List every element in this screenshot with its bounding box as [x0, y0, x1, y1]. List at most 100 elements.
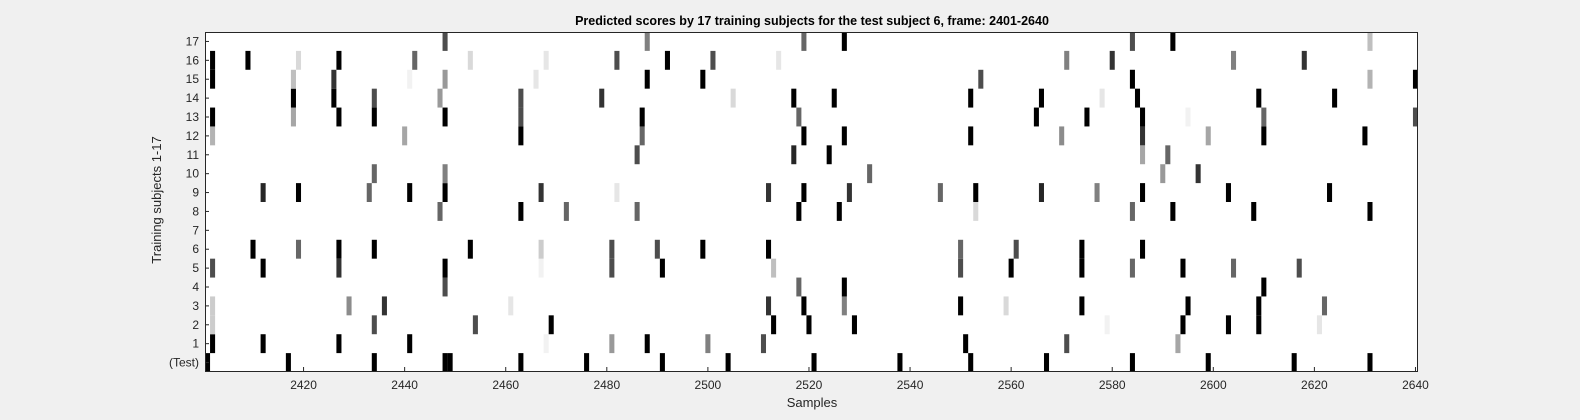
heatmap-cell	[801, 183, 807, 202]
heatmap-cell	[366, 183, 372, 202]
heatmap-cell	[1170, 32, 1176, 51]
x-tick-label: 2520	[796, 378, 823, 392]
heatmap-cell	[609, 258, 615, 278]
heatmap-cell	[467, 50, 473, 70]
y-tick-label: 3	[192, 299, 199, 313]
heatmap-cell	[791, 145, 797, 165]
heatmap-cell	[584, 353, 590, 372]
heatmap-cell	[371, 88, 377, 108]
heatmap-cell	[295, 239, 302, 259]
heatmap-cell	[664, 50, 670, 70]
heatmap-cell	[973, 202, 979, 221]
y-tick-label: 5	[192, 261, 199, 275]
heatmap-cell	[796, 277, 802, 297]
heatmap-cell	[508, 296, 514, 316]
heatmap-cell	[1038, 183, 1044, 202]
heatmap-cell	[336, 239, 342, 259]
heatmap-cell	[1094, 183, 1100, 202]
heatmap-cell	[841, 277, 847, 297]
heatmap-cell	[563, 202, 569, 221]
heatmap-cell	[1316, 315, 1322, 335]
heatmap-cell	[958, 239, 964, 259]
heatmap-cell	[260, 334, 266, 354]
heatmap-cell	[1033, 107, 1039, 127]
heatmap-cell	[1251, 202, 1257, 221]
heatmap-cell	[210, 258, 216, 278]
heatmap-cell	[295, 50, 302, 70]
heatmap-cell	[381, 296, 387, 316]
heatmap-cell	[1231, 258, 1237, 278]
heatmap-cell	[705, 334, 711, 354]
heatmap-cell	[1003, 296, 1009, 316]
heatmap-cell	[437, 202, 443, 221]
y-tick-label: 6	[192, 242, 199, 256]
y-tick-label: 2	[192, 318, 199, 332]
heatmap-cell	[700, 69, 706, 89]
heatmap-cell	[1129, 32, 1135, 51]
heatmap-cell	[1079, 258, 1085, 278]
heatmap-cell	[1256, 315, 1262, 335]
heatmap-cell	[1205, 353, 1211, 372]
heatmap-cell	[1261, 277, 1267, 297]
heatmap-cell	[978, 69, 984, 89]
heatmap-cell	[1008, 258, 1014, 278]
heatmap-cell	[1291, 353, 1297, 372]
heatmap-cell	[1079, 239, 1085, 259]
heatmap-cell	[1013, 239, 1019, 259]
heatmap-cell	[371, 315, 377, 335]
heatmap-cell	[250, 239, 256, 259]
heatmap-cell	[806, 315, 812, 335]
heatmap-cell	[639, 126, 645, 146]
heatmap-cell	[771, 315, 777, 335]
heatmap-cell	[1129, 69, 1135, 89]
heatmap-cell	[796, 202, 802, 221]
heatmap-cell	[801, 126, 807, 146]
heatmap-cell	[1140, 183, 1146, 202]
heatmap-cell	[1185, 107, 1191, 127]
heatmap-cell	[295, 183, 302, 202]
heatmap-cell	[1367, 353, 1373, 372]
y-tick-label: 8	[192, 204, 199, 218]
heatmap-cell	[968, 88, 974, 108]
heatmap-cell	[548, 315, 554, 335]
heatmap-cell	[710, 50, 716, 70]
heatmap-cell	[538, 239, 544, 259]
y-tick-label: 4	[192, 280, 199, 294]
x-tick-label: 2540	[897, 378, 924, 392]
heatmap-cell	[776, 50, 782, 70]
x-tick-label: 2580	[1099, 378, 1126, 392]
heatmap-cells	[205, 32, 1418, 372]
heatmap-cell	[336, 107, 342, 127]
heatmap-cell	[1175, 334, 1181, 354]
heatmap-cell	[1170, 202, 1176, 221]
heatmap-cell	[1256, 296, 1262, 316]
heatmap-cell	[371, 353, 377, 372]
heatmap-cell	[841, 32, 847, 51]
heatmap-cell	[1231, 50, 1237, 70]
heatmap-cell	[1205, 126, 1211, 146]
heatmap-cell	[644, 334, 650, 354]
heatmap-cell	[210, 334, 216, 354]
heatmap-cell	[407, 334, 413, 354]
heatmap-cell	[730, 88, 736, 108]
heatmap-cell	[331, 88, 337, 108]
heatmap-cell	[1038, 88, 1044, 108]
heatmap-cell	[402, 126, 408, 146]
heatmap-cell	[442, 69, 448, 89]
heatmap-cell	[518, 353, 524, 372]
heatmap-cell	[371, 239, 377, 259]
heatmap-cell	[609, 239, 615, 259]
heatmap-cell	[336, 50, 342, 70]
heatmap-cell	[634, 145, 640, 165]
heatmap-cell	[1261, 107, 1267, 127]
plot-frame	[205, 32, 1418, 372]
heatmap-cell	[1140, 107, 1146, 127]
x-axis-label: Samples	[787, 395, 838, 410]
heatmap-cell	[801, 32, 807, 51]
heatmap-cell	[826, 145, 832, 165]
heatmap-cell	[897, 353, 903, 372]
x-tick-label: 2640	[1402, 378, 1429, 392]
heatmap-cell	[634, 202, 640, 221]
heatmap-cell	[766, 183, 772, 202]
heatmap-cell	[538, 183, 544, 202]
